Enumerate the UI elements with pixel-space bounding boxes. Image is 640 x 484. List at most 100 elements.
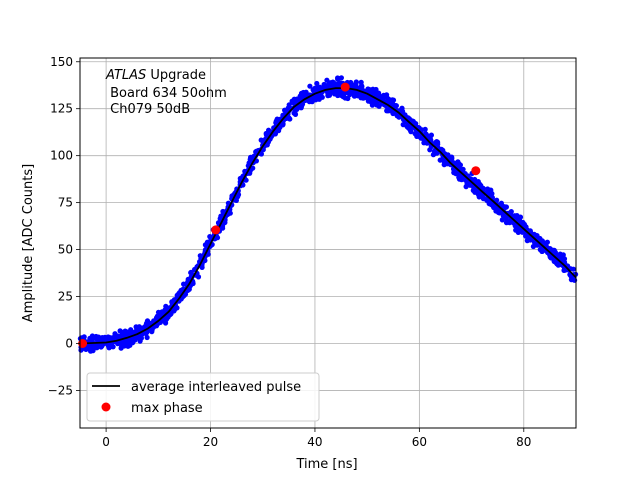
sample-point [264, 142, 270, 148]
plot-area-frame [79, 57, 577, 429]
sample-point [87, 335, 93, 341]
y-tick-label: 25 [58, 290, 73, 304]
sample-point [445, 152, 451, 158]
sample-point [340, 91, 346, 97]
sample-point [272, 130, 279, 136]
sample-point [285, 105, 291, 111]
info-annotation: ATLAS Upgrade Board 634 50ohm Ch079 50dB [105, 68, 227, 117]
sample-point [326, 92, 333, 98]
sample-point [317, 84, 323, 90]
sample-point [137, 338, 143, 344]
sample-point [171, 308, 177, 314]
annotation-line-3: Ch079 50dB [106, 102, 190, 117]
legend-label-max-phase: max phase [131, 401, 203, 416]
sample-point [291, 96, 297, 102]
sample-point [331, 88, 337, 94]
sample-point [297, 93, 303, 99]
y-tick-label: 100 [50, 149, 73, 163]
sample-point [127, 342, 133, 348]
sample-point [480, 195, 486, 201]
sample-point [177, 290, 183, 296]
sample-point [291, 110, 297, 116]
sample-point [373, 89, 379, 95]
sample-point [394, 113, 400, 119]
sample-point [199, 264, 205, 270]
annotation-upgrade: Upgrade [146, 68, 206, 83]
sample-point [233, 197, 239, 203]
legend-box [86, 372, 320, 422]
y-tick-label: 50 [58, 243, 73, 257]
sample-point [144, 334, 150, 341]
sample-point [358, 79, 364, 85]
sample-point [126, 331, 133, 337]
average-pulse-line [79, 87, 577, 345]
sample-point [274, 116, 280, 122]
sample-point [323, 84, 330, 90]
sample-point [437, 157, 443, 163]
sample-point [89, 343, 95, 349]
sample-point [348, 79, 354, 86]
average-line-layer [79, 87, 577, 345]
x-axis-label: Time [ns] [295, 457, 357, 472]
x-tick-label: 60 [412, 435, 427, 449]
sample-point [456, 161, 462, 167]
sample-point [117, 339, 124, 345]
sample-point [335, 92, 341, 99]
sample-point [157, 313, 163, 319]
sample-point [122, 328, 128, 334]
y-tick-label: 125 [50, 102, 73, 116]
sample-point [499, 217, 505, 223]
sample-point [380, 95, 386, 101]
annotation-line-2: Board 634 50ohm [106, 86, 227, 101]
y-tick-label: −25 [48, 383, 73, 397]
sample-point [376, 103, 382, 109]
sample-point [165, 314, 171, 320]
sample-point [355, 93, 361, 99]
sample-point [94, 345, 100, 351]
sample-point [293, 106, 299, 112]
sample-point [507, 220, 513, 226]
sample-point [161, 318, 167, 324]
legend: average interleaved pulse max phase [86, 372, 320, 422]
max-phase-point [471, 166, 481, 176]
y-tick-label: 0 [65, 336, 73, 350]
sample-point [131, 335, 137, 341]
sample-point [345, 95, 351, 102]
y-axis-label: Amplitude [ADC Counts] [21, 164, 36, 322]
sample-point [307, 83, 313, 89]
sample-point [523, 233, 529, 239]
sample-point [539, 248, 545, 254]
sample-point [96, 336, 103, 342]
x-tick-label: 20 [203, 435, 218, 449]
max-phase-point [211, 225, 221, 235]
sample-point [263, 132, 269, 138]
sample-point [99, 343, 105, 349]
sample-point [118, 345, 124, 351]
sample-point [449, 156, 455, 162]
sample-point [248, 154, 254, 160]
sample-point [570, 266, 577, 272]
sample-point [435, 141, 441, 147]
sample-point [131, 329, 137, 335]
legend-dot-swatch [101, 402, 111, 412]
legend-label-average: average interleaved pulse [131, 380, 301, 395]
sample-point [473, 189, 479, 195]
sample-point [333, 83, 339, 89]
sample-point [351, 90, 357, 96]
sample-point [335, 76, 341, 82]
sample-point [369, 102, 375, 108]
sample-point [560, 252, 566, 258]
max-phase-points [78, 82, 481, 348]
max-phase-point [340, 82, 350, 92]
x-tick-label: 0 [102, 435, 110, 449]
sample-point [427, 147, 433, 153]
sample-point [353, 81, 359, 87]
sample-point [385, 108, 391, 114]
sample-point [405, 124, 411, 131]
sample-point [139, 325, 145, 331]
y-axis-ticks: −25 0 25 50 75 100 125 150 [48, 55, 80, 397]
sample-point [568, 277, 575, 283]
sample-point [460, 166, 466, 172]
